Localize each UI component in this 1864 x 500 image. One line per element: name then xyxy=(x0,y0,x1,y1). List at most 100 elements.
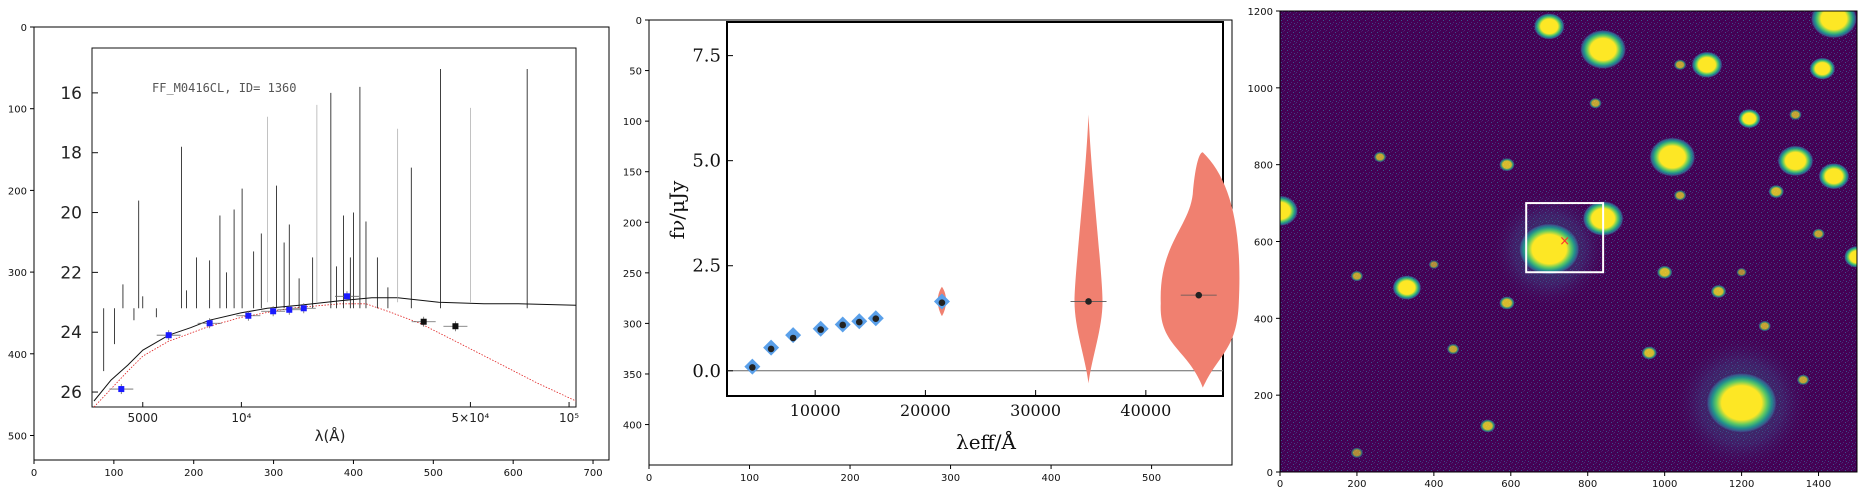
right-source xyxy=(1428,260,1440,269)
middle-observed-point xyxy=(749,364,756,371)
left-frame-ytick-label: 400 xyxy=(8,350,27,361)
right-source xyxy=(1518,222,1581,276)
middle-xtick-label: 20000 xyxy=(900,401,951,420)
middle-frame-xtick-label: 0 xyxy=(646,473,652,484)
right-source xyxy=(1641,346,1658,360)
middle-xtick-label: 30000 xyxy=(1010,401,1061,420)
middle-observed-point xyxy=(817,326,824,333)
left-photometry-point xyxy=(118,386,125,393)
right-source xyxy=(1737,108,1761,129)
middle-frame-ytick-label: 400 xyxy=(623,421,642,432)
right-source xyxy=(1768,184,1785,199)
left-inner-xticks: 5000 10⁴ 5×10⁴ 10⁵ xyxy=(127,402,579,425)
left-inner-ytick-label: 24 xyxy=(60,323,82,343)
left-frame-xtick-label: 100 xyxy=(104,468,123,479)
middle-observed-point xyxy=(767,345,775,353)
right-xtick-label: 1000 xyxy=(1652,479,1677,490)
right-source xyxy=(1812,228,1825,240)
right-source xyxy=(1810,11,1857,39)
left-frame-ytick-label: 100 xyxy=(8,105,27,116)
middle-observed-point xyxy=(839,321,847,329)
right-source xyxy=(1656,265,1673,279)
left-photometry-point xyxy=(420,318,427,325)
left-photometry-point xyxy=(286,306,293,313)
middle-xtick-label: 10000 xyxy=(790,401,841,420)
left-frame-ytick-label: 300 xyxy=(8,268,27,279)
middle-ytick-label: 2.5 xyxy=(692,256,721,277)
right-xtick-label: 800 xyxy=(1578,479,1597,490)
middle-frame-ytick-label: 50 xyxy=(629,67,642,78)
middle-frame-ytick-label: 0 xyxy=(636,16,642,27)
left-inner-ytick-label: 18 xyxy=(60,144,82,164)
middle-observed-point xyxy=(938,299,946,307)
left-inner-ytick-label: 16 xyxy=(60,84,82,104)
left-frame-xtick-label: 0 xyxy=(31,468,37,479)
middle-ytick-label: 0.0 xyxy=(692,361,721,382)
right-source xyxy=(1844,245,1857,268)
right-image-sources xyxy=(1280,11,1857,472)
right-selection-box xyxy=(1525,202,1605,274)
left-frame-xtick-label: 200 xyxy=(184,468,203,479)
right-ytick-label: 1200 xyxy=(1248,7,1273,18)
middle-frame-xticks: 0 100 200 300 400 500 xyxy=(646,465,1161,484)
right-source xyxy=(1499,296,1515,310)
middle-frame-yticks: 0 50 100 150 200 250 300 350 400 xyxy=(623,16,649,432)
middle-frame-xtick-label: 400 xyxy=(1042,473,1061,484)
middle-photometry-panel: 0 100 200 300 400 500 0 50 100 150 200 250 300 350 40… xyxy=(623,16,1240,484)
middle-observed-point xyxy=(1195,291,1203,299)
right-source xyxy=(1350,270,1364,282)
left-frame-xtick-label: 500 xyxy=(424,468,443,479)
left-spectrum-lines xyxy=(93,68,577,408)
left-photometry-point xyxy=(270,308,277,315)
right-source xyxy=(1710,284,1727,299)
middle-violins xyxy=(937,114,1240,388)
left-inner-ytick-label: 26 xyxy=(60,383,82,403)
middle-ytick-label: 5.0 xyxy=(692,151,721,172)
right-source xyxy=(1789,109,1802,121)
left-inner-yticks: 16 18 20 22 24 26 xyxy=(60,84,98,403)
middle-observed-point xyxy=(1085,298,1092,305)
left-photometry-points xyxy=(109,291,468,395)
right-source xyxy=(1579,29,1627,70)
middle-ylabel: fν/μJy xyxy=(665,180,689,239)
right-source xyxy=(1777,145,1814,177)
left-frame-ytick-label: 0 xyxy=(21,23,27,34)
right-ytick-label: 400 xyxy=(1254,314,1273,325)
left-frame-xticks: 0 100 200 300 400 500 600 700 xyxy=(31,460,603,479)
middle-frame-ytick-label: 200 xyxy=(623,218,642,229)
right-source xyxy=(1758,320,1771,332)
left-inner-xtick-label: 5×10⁴ xyxy=(452,411,490,425)
middle-frame-xtick-label: 200 xyxy=(840,473,859,484)
middle-frame-xtick-label: 500 xyxy=(1142,473,1161,484)
right-ytick-label: 1000 xyxy=(1248,84,1273,95)
middle-frame-ytick-label: 350 xyxy=(623,370,642,381)
middle-ytick-label: 7.5 xyxy=(692,46,721,67)
right-xtick-label: 400 xyxy=(1424,479,1443,490)
right-source xyxy=(1818,162,1850,190)
right-source xyxy=(1648,137,1696,177)
middle-points xyxy=(744,291,1217,375)
left-photometry-point xyxy=(452,323,459,330)
middle-observed-point xyxy=(789,334,797,342)
right-xtick-label: 1200 xyxy=(1729,479,1754,490)
left-frame-yticks: 0 100 200 300 400 500 xyxy=(8,23,34,442)
right-source xyxy=(1796,374,1810,386)
right-image-panel: 0 200 400 600 800 1000 1200 1400 0 200 400 600 800 10… xyxy=(1248,7,1858,490)
right-source xyxy=(1446,343,1460,355)
right-source xyxy=(1589,97,1602,109)
middle-frame-ytick-label: 300 xyxy=(623,319,642,330)
right-source xyxy=(1673,190,1687,201)
right-source xyxy=(1533,13,1565,40)
right-source xyxy=(1350,447,1364,459)
right-source xyxy=(1479,419,1496,433)
middle-frame-ytick-label: 250 xyxy=(623,269,642,280)
left-frame-xtick-label: 600 xyxy=(504,468,523,479)
middle-violin xyxy=(1074,114,1103,384)
middle-plot-axes xyxy=(726,21,1224,397)
left-photometry-point xyxy=(165,332,172,339)
right-xtick-label: 1400 xyxy=(1806,479,1831,490)
left-frame-xtick-label: 700 xyxy=(583,468,602,479)
right-source xyxy=(1691,51,1723,79)
middle-frame-ytick-label: 150 xyxy=(623,168,642,179)
